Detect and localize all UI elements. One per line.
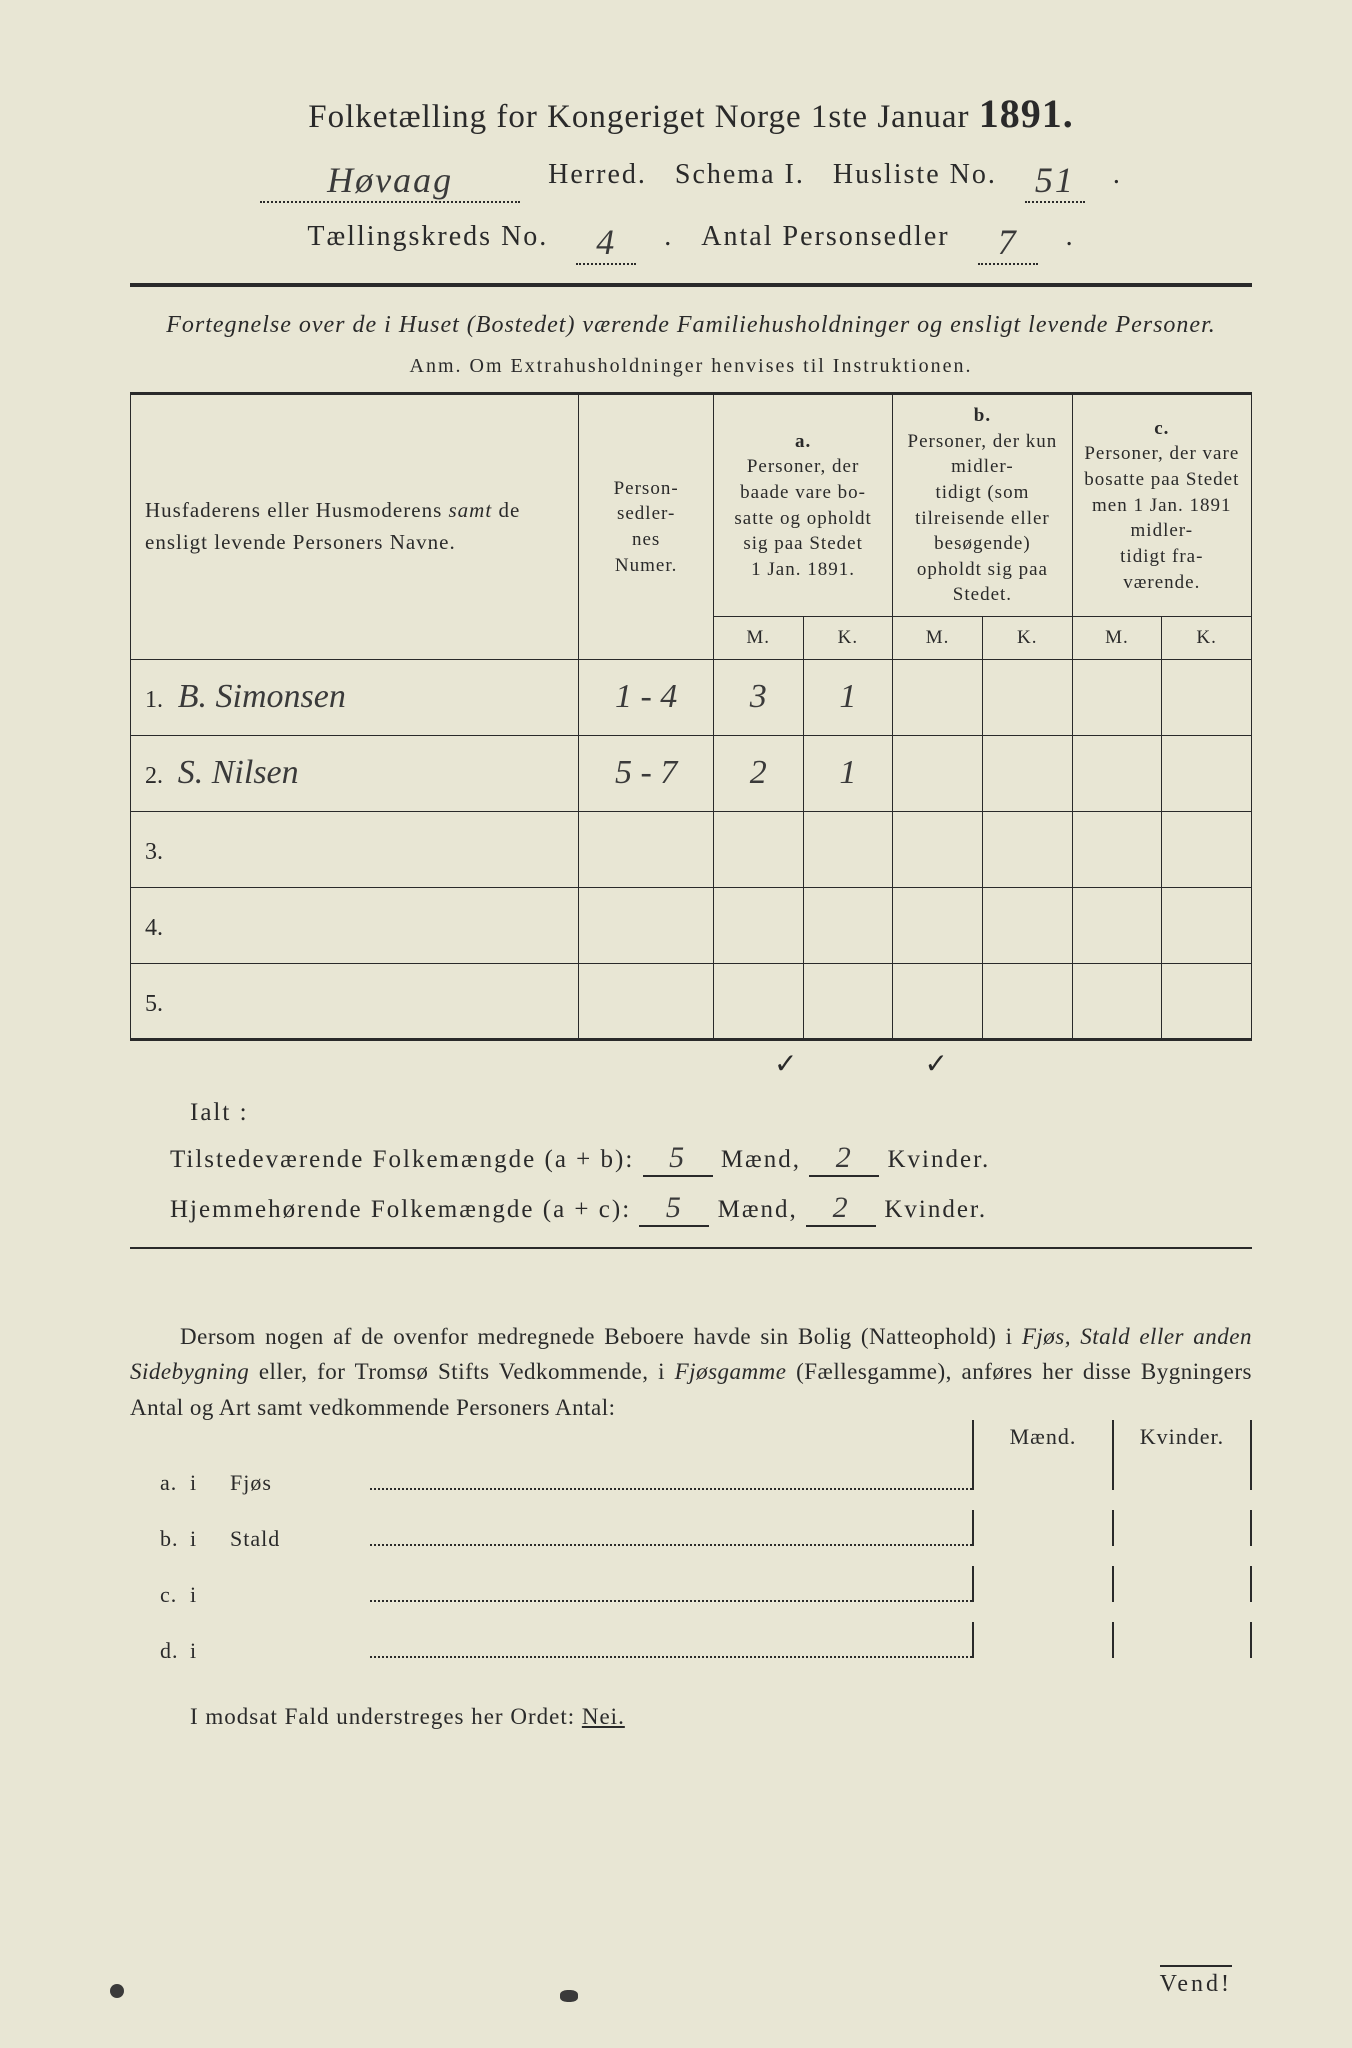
nei-line: I modsat Fald understreges her Ordet: Ne… [130,1704,1252,1730]
bldg-head-k: Kvinder. [1112,1420,1252,1454]
ink-spot-icon [110,1984,124,1998]
th-b: b.Personer, der kun midler-tidigt (som t… [893,394,1072,617]
bldg-row: c.i [130,1566,1252,1608]
bldg-head-m: Mænd. [972,1420,1112,1454]
title-year: 1891. [979,91,1074,136]
census-title: Folketælling for Kongeriget Norge 1ste J… [130,90,1252,137]
l2-k: 2 [833,1191,850,1224]
table-row: 3. [131,811,1252,887]
th-a-k: K. [803,617,893,660]
anm-note: Anm. Om Extrahusholdninger henvises til … [130,355,1252,378]
bldg-row: b.iStald [130,1510,1252,1552]
bldg-mk-header: Mænd. Kvinder. [972,1420,1252,1454]
kreds-label: Tællingskreds No. [307,221,548,265]
header-row-2: Høvaag Herred. Schema I. Husliste No. 51… [130,159,1252,203]
kreds-no: 4 [596,222,616,262]
table-row: 2. S. Nilsen5 - 721 [131,735,1252,811]
nei-word: Nei. [582,1704,625,1729]
husliste-no: 51 [1035,160,1075,200]
th-personnum: Person-sedler-nesNumer. [579,394,714,660]
vend-label: Vend! [1160,1965,1232,1998]
subtitle: Fortegnelse over de i Huset (Bostedet) v… [130,307,1252,343]
ink-spot-icon [560,1990,578,2002]
antal-label: Antal Personsedler [701,221,949,265]
building-paragraph: Dersom nogen af de ovenfor medregnede Be… [130,1319,1252,1426]
title-text: Folketælling for Kongeriget Norge 1ste J… [308,99,969,135]
antal-no: 7 [998,222,1018,262]
th-c-k: K. [1162,617,1252,660]
herred-label: Herred. [548,159,647,203]
th-a: a.Personer, der baade vare bo-satte og o… [713,394,892,617]
th-b-m: M. [893,617,983,660]
th-b-k: K. [982,617,1072,660]
herred-value: Høvaag [327,160,453,200]
resident-population: Hjemmehørende Folkemængde (a + c): 5 Mæn… [170,1191,1252,1227]
th-c-m: M. [1072,617,1162,660]
ialt-label: Ialt : [190,1099,249,1127]
bldg-row: d.i [130,1622,1252,1664]
check-marks: ✓ ✓ [130,1047,1252,1081]
l2-m: 5 [666,1191,683,1224]
bldg-row: a.iFjøs [130,1454,1252,1496]
l1-k: 2 [836,1141,853,1174]
household-table: Husfaderens eller Husmoderens samt de en… [130,392,1252,1041]
table-row: 5. [131,963,1252,1039]
th-c: c.Personer, der vare bosatte paa Stedet … [1072,394,1251,617]
present-population: Tilstedeværende Folkemængde (a + b): 5 M… [170,1141,1252,1177]
husliste-label: Husliste No. [833,159,997,203]
th-a-m: M. [713,617,803,660]
table-row: 4. [131,887,1252,963]
divider-thin [130,1247,1252,1249]
divider-heavy [130,283,1252,287]
th-name: Husfaderens eller Husmoderens samt de en… [131,394,579,660]
totals-block: Ialt : Tilstedeværende Folkemængde (a + … [130,1099,1252,1227]
schema-label: Schema I. [675,159,805,203]
header-row-3: Tællingskreds No. 4. Antal Personsedler … [130,221,1252,265]
l1-m: 5 [669,1141,686,1174]
table-row: 1. B. Simonsen1 - 431 [131,659,1252,735]
building-list: Mænd. Kvinder. a.iFjøsb.iStaldc.id.i [130,1454,1252,1664]
